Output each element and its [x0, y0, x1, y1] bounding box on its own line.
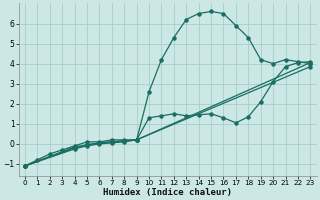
- X-axis label: Humidex (Indice chaleur): Humidex (Indice chaleur): [103, 188, 232, 197]
